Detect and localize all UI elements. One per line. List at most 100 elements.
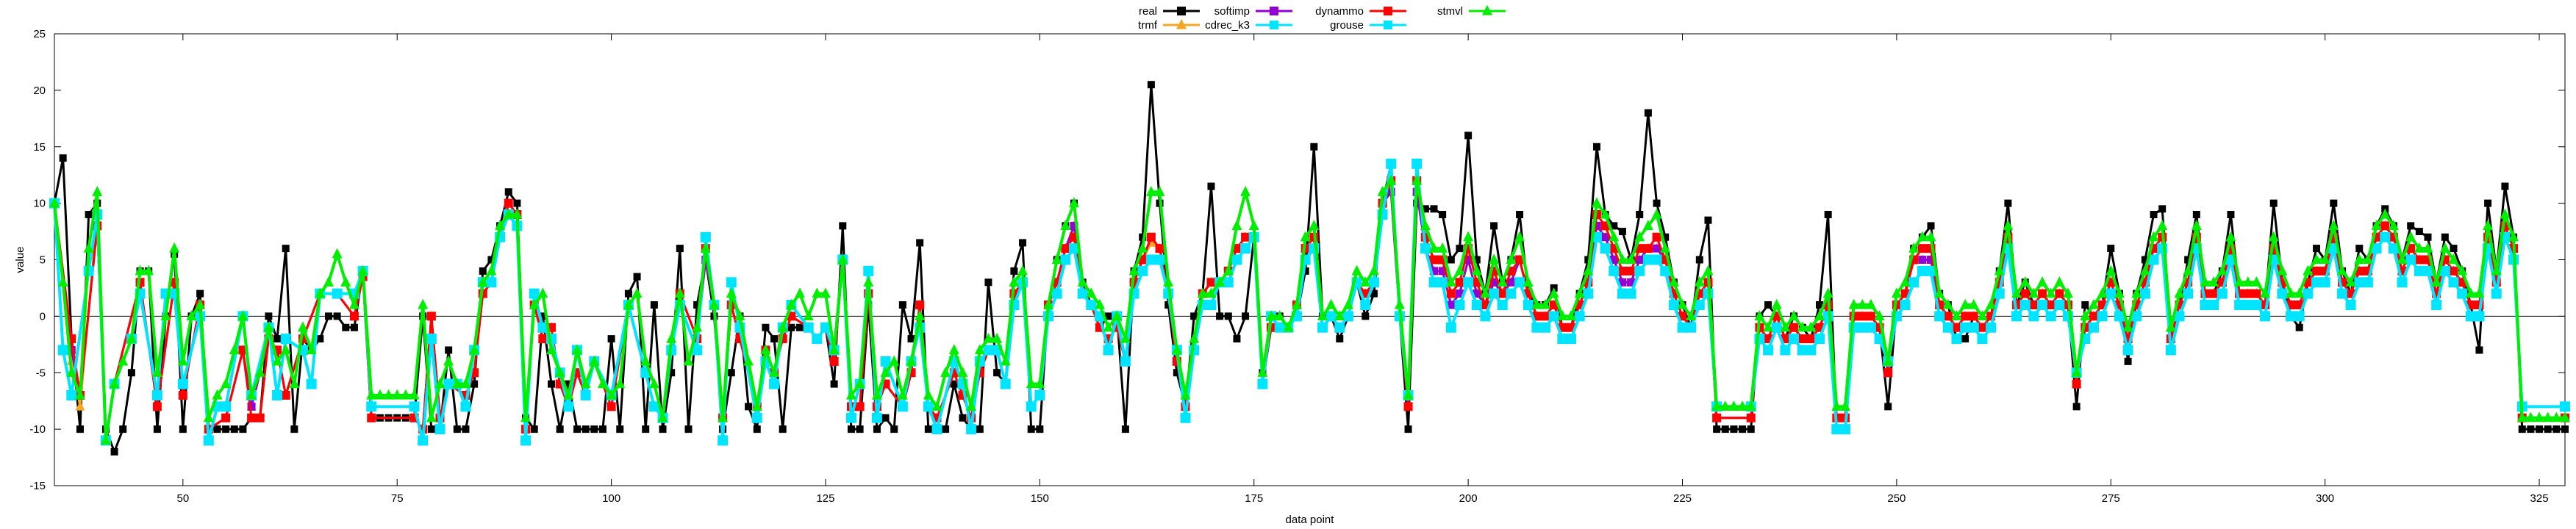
data-point [1455, 289, 1464, 298]
data-point [75, 400, 85, 411]
data-point [1968, 322, 1979, 333]
data-point [1609, 265, 1620, 276]
data-point [966, 424, 977, 435]
data-point [1190, 312, 1198, 320]
legend-label: stmvl [1437, 5, 1463, 18]
data-point [1660, 265, 1671, 276]
data-point [1960, 322, 1971, 333]
data-point [871, 412, 882, 423]
data-point [2141, 256, 2149, 264]
series-line [53, 179, 2565, 442]
data-point [573, 425, 581, 433]
data-point [434, 424, 446, 435]
data-point [340, 276, 351, 287]
legend-label: grouse [1330, 19, 1364, 32]
data-point [2165, 321, 2176, 332]
data-point [2500, 208, 2511, 219]
data-point [856, 425, 864, 433]
data-point [803, 322, 814, 333]
data-point [2534, 411, 2545, 422]
data-point [760, 344, 771, 355]
data-point [983, 332, 994, 343]
legend-label: softimp [1214, 5, 1250, 18]
data-point [2260, 287, 2271, 298]
data-point [718, 411, 729, 422]
data-point [1720, 400, 1731, 411]
data-point [348, 298, 359, 309]
data-point [779, 425, 787, 433]
data-point [2072, 403, 2081, 411]
data-point [1927, 256, 1936, 264]
data-point [1368, 264, 1379, 276]
data-point [1454, 300, 1465, 310]
data-point [1848, 298, 1859, 309]
data-point [374, 389, 385, 400]
data-point [1463, 231, 1474, 242]
data-point [2491, 288, 2502, 299]
data-point [2260, 311, 2271, 322]
data-point [1197, 287, 1208, 298]
data-point [623, 298, 634, 309]
data-point [2019, 276, 2031, 287]
data-point [1128, 264, 1139, 276]
data-point [674, 287, 685, 298]
data-point [615, 378, 626, 389]
data-point [290, 425, 298, 433]
data-point [177, 355, 188, 366]
legend-key-marker [1177, 7, 1186, 15]
data-point [1721, 425, 1729, 433]
data-point [1951, 334, 1962, 345]
data-point [1154, 186, 1165, 196]
data-point [1428, 242, 1439, 253]
data-point [392, 389, 403, 400]
data-point [1866, 312, 1875, 321]
data-point [195, 298, 206, 309]
data-point [1068, 243, 1079, 254]
data-point [2544, 425, 2552, 433]
data-point [2362, 253, 2373, 264]
data-point [529, 298, 540, 309]
data-point [280, 344, 291, 355]
data-point [571, 344, 582, 355]
data-point [74, 389, 85, 400]
data-point [2336, 264, 2347, 276]
data-point [1986, 322, 1997, 333]
data-point [1789, 334, 1800, 345]
data-point [2422, 265, 2433, 276]
data-point [418, 435, 429, 446]
data-point [2071, 367, 2082, 377]
data-point [2251, 276, 2262, 287]
data-point [76, 425, 84, 433]
data-point [49, 197, 60, 208]
data-point [1634, 265, 1645, 276]
data-point [1516, 211, 1524, 218]
data-point [906, 355, 917, 366]
data-point [1019, 239, 1027, 247]
data-point [2483, 220, 2494, 231]
data-point [2114, 287, 2125, 298]
data-point [2174, 311, 2185, 322]
data-point [1712, 413, 1722, 422]
data-point [676, 245, 684, 253]
data-point [118, 355, 129, 366]
data-point [462, 425, 470, 433]
y-tick-label: 25 [33, 28, 46, 40]
data-point [582, 425, 590, 433]
data-point [751, 412, 762, 423]
data-point [2183, 264, 2194, 276]
data-point [1977, 310, 1988, 321]
data-point [1231, 220, 1242, 231]
data-point [169, 242, 180, 253]
data-point [2561, 425, 2569, 433]
x-tick-label: 150 [1031, 492, 1049, 505]
data-point [530, 425, 538, 433]
data-point [1438, 267, 1447, 276]
legend-label: real [1139, 5, 1157, 18]
data-point [2234, 276, 2245, 287]
data-point [1917, 231, 1928, 242]
legend-key-marker [1270, 7, 1278, 15]
y-tick-label: 0 [40, 310, 46, 323]
data-point [2028, 311, 2039, 322]
data-point [1231, 254, 1242, 265]
data-point [1412, 174, 1423, 185]
